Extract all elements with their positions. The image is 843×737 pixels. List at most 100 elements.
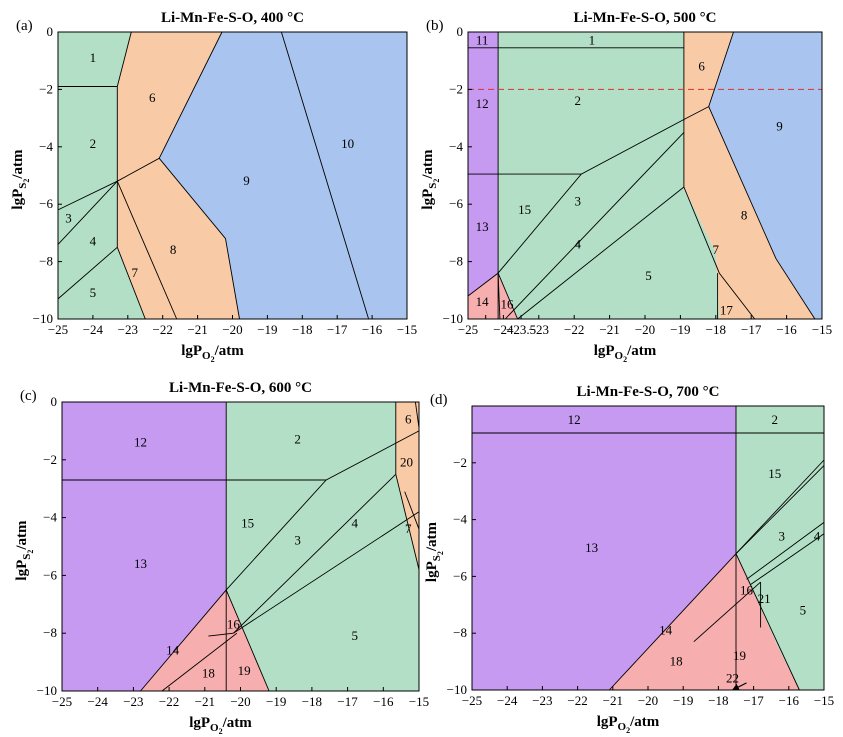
- region-label: 15: [241, 515, 254, 530]
- x-tick-label: −20: [638, 693, 658, 708]
- region-label: 6: [149, 90, 156, 105]
- x-tick-label: −18: [706, 322, 726, 337]
- region-label: 15: [768, 466, 781, 481]
- y-tick-label: −6: [39, 196, 53, 211]
- y-tick-label: −6: [43, 567, 57, 582]
- phase-region: [58, 32, 146, 319]
- phase-region: [117, 32, 240, 319]
- x-tick-label: −23: [529, 322, 549, 337]
- region-label: 5: [800, 602, 807, 617]
- panel-letter: (c): [20, 388, 37, 404]
- region-label: 8: [170, 242, 177, 257]
- phase-region: [683, 32, 815, 319]
- phase-boundary: [233, 473, 397, 634]
- region-label: 13: [134, 556, 147, 571]
- y-tick-label: 0: [51, 394, 58, 409]
- y-axis-label: lgPS2/atm: [14, 520, 35, 581]
- region-label: 9: [243, 173, 250, 188]
- phase-region: [395, 402, 419, 570]
- y-tick-label: −8: [39, 254, 53, 269]
- phase-boundary: [225, 430, 420, 591]
- phase-boundary: [683, 186, 756, 320]
- phase-boundary: [608, 553, 737, 691]
- region-label: 16: [740, 583, 754, 598]
- phase-boundary: [504, 132, 685, 320]
- phase-boundary: [414, 401, 420, 429]
- phase-region: [159, 32, 407, 319]
- x-tick-label: −22: [567, 693, 587, 708]
- x-tick-label: −20: [230, 694, 250, 709]
- panel-title: Li-Mn-Fe-S-O, 400 °C: [161, 10, 304, 26]
- x-tick-label: −15: [397, 322, 417, 337]
- x-tick-label: −15: [814, 693, 834, 708]
- y-tick-label: −8: [43, 625, 57, 640]
- region-label: 3: [294, 533, 301, 548]
- x-tick-label: −23: [532, 693, 552, 708]
- phase-region: [736, 406, 824, 690]
- region-label: 20: [400, 455, 413, 470]
- region-label: 13: [476, 219, 489, 234]
- region-label: 2: [574, 93, 581, 108]
- x-tick-label: −19: [670, 322, 690, 337]
- x-tick-label: −24: [497, 693, 518, 708]
- x-tick-label: −22: [153, 322, 173, 337]
- x-tick-label: −21: [603, 693, 623, 708]
- region-label: 19: [733, 648, 746, 663]
- region-label: 5: [351, 628, 358, 643]
- region-label: 4: [574, 236, 581, 251]
- phase-boundary: [693, 581, 761, 643]
- phase-boundary: [497, 273, 501, 320]
- x-tick-label: −23.5: [506, 322, 536, 337]
- x-tick-label: −20: [635, 322, 655, 337]
- x-tick-label: −25: [48, 322, 68, 337]
- y-tick-label: −4: [449, 139, 463, 154]
- phase-region: [472, 406, 736, 690]
- phase-region: [708, 32, 822, 319]
- phase-boundary: [116, 181, 178, 320]
- phase-boundary: [280, 31, 370, 320]
- x-tick-label: −25: [458, 322, 478, 337]
- phase-boundary: [708, 106, 816, 320]
- region-label: 5: [645, 268, 652, 283]
- x-tick-label: −17: [337, 694, 358, 709]
- phase-region: [62, 402, 227, 691]
- region-label: 18: [670, 654, 683, 669]
- x-tick-label: −19: [257, 322, 277, 337]
- region-label: 14: [659, 622, 673, 637]
- x-tick-label: −16: [362, 322, 383, 337]
- y-tick-label: −10: [37, 683, 57, 698]
- x-tick-label: −24: [83, 322, 104, 337]
- phase-boundary: [57, 246, 118, 300]
- y-axis-label: lgPS2/atm: [420, 149, 441, 210]
- label-arrow: [731, 682, 747, 691]
- phase-boundary: [735, 465, 825, 555]
- region-label: 14: [476, 294, 490, 309]
- region-label: 12: [476, 96, 489, 111]
- region-label: 10: [341, 136, 354, 151]
- y-tick-label: −8: [453, 625, 467, 640]
- x-axis-label: lgPO2/atm: [597, 714, 660, 735]
- x-tick-label: −23: [123, 694, 143, 709]
- y-tick-label: −2: [39, 81, 53, 96]
- phase-boundary: [749, 533, 825, 586]
- region-label: 11: [476, 33, 489, 48]
- region-label: 21: [758, 591, 771, 606]
- y-tick-label: −10: [447, 682, 467, 697]
- region-label: 4: [351, 515, 358, 530]
- phase-boundary: [233, 511, 420, 634]
- phase-boundary: [208, 632, 234, 637]
- x-tick-label: −17: [743, 693, 764, 708]
- region-label: 1: [589, 33, 596, 48]
- phase-boundary: [746, 522, 825, 580]
- region-label: 15: [518, 202, 531, 217]
- region-label: 17: [720, 302, 734, 317]
- x-tick-label: −17: [327, 322, 348, 337]
- y-tick-label: −4: [39, 139, 53, 154]
- x-tick-label: −22: [564, 322, 584, 337]
- x-tick-label: −24: [493, 322, 514, 337]
